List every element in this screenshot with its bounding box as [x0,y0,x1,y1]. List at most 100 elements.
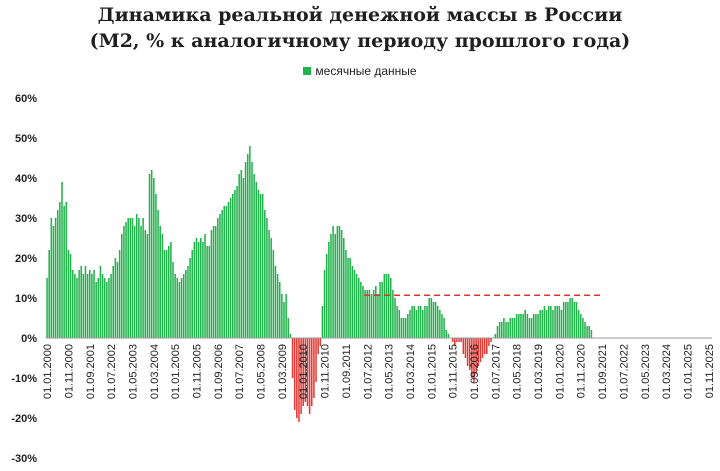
bar [577,310,580,338]
bar [389,278,392,338]
bar [535,314,537,338]
bar [223,206,226,338]
legend-swatch [303,67,312,75]
bar [462,338,465,354]
bar [189,258,191,338]
bar [50,218,53,338]
bar [253,174,255,338]
x-tick-label: 01.05.2018 [512,344,524,399]
x-tick-label: 01.03.2019 [533,344,545,399]
bar [368,290,371,338]
bar [150,170,153,338]
chart-subtitle: (M2, % к аналогичному периоду прошлого г… [89,30,631,52]
bar [411,306,413,338]
x-tick-label: 01.01.2025 [682,344,694,399]
x-tick-label: 01.07.2022 [618,344,630,399]
x-tick-label: 01.03.2024 [661,344,673,399]
bar [586,326,588,338]
bar [381,282,383,338]
bar [560,310,563,338]
x-tick-label: 01.09.2006 [213,344,225,399]
bar [155,194,157,338]
x-tick-label: 01.07.2012 [362,344,374,399]
bar [360,282,362,338]
bar [289,334,292,338]
x-tick-label: 01.05.2013 [384,344,396,399]
bar [131,218,134,338]
bar [526,314,529,338]
bar [197,242,200,338]
bar [417,306,420,338]
bar [238,174,240,338]
bar [494,334,497,338]
bar [400,318,403,338]
bar [366,290,369,338]
bar [481,338,484,358]
bar [439,310,441,338]
bar [172,262,174,338]
x-tick-label: 01.01.2005 [170,344,182,399]
bar [161,234,164,338]
x-tick-label: 01.03.2009 [277,344,289,399]
bar [180,278,183,338]
bar [133,226,136,338]
x-tick-label: 01.11.2000 [63,344,75,398]
bar [193,242,196,338]
y-tick-label: 30% [15,213,37,225]
bar [507,322,509,338]
bar [565,302,567,338]
bar [447,334,450,338]
bar [409,310,411,338]
bar [509,318,512,338]
chart-title: Динамика реальной денежной массы в Росси… [97,4,623,26]
bar [505,322,507,338]
bar [278,282,281,338]
bar [71,270,74,338]
bar [266,218,268,338]
bar [543,306,546,338]
bar [340,230,343,338]
bar [272,250,275,338]
bar [110,274,112,338]
bar [229,198,232,338]
bar [165,250,168,338]
bar [464,338,467,358]
bar [588,326,591,338]
bar [539,310,541,338]
bar [323,270,326,338]
bar [513,318,516,338]
bar [396,306,398,338]
bar [112,266,115,338]
bar [377,294,379,338]
bar [212,226,215,338]
x-tick-label: 01.09.2011 [341,344,353,398]
bar [325,254,328,338]
bar [63,206,65,338]
bar [402,318,405,338]
bar [167,246,170,338]
bar [522,314,524,338]
bar [287,318,290,338]
bar [308,338,311,414]
bar [191,250,193,338]
bar [584,322,586,338]
bar [69,254,72,338]
bar [54,218,57,338]
bar [310,338,313,406]
bar [558,306,561,338]
bar [195,238,198,338]
bar [217,218,219,338]
bar [328,242,330,338]
bar [562,302,565,338]
x-tick-label: 01.11.2025 [704,344,716,398]
bar [571,298,573,338]
bar [407,314,409,338]
bar [573,302,576,338]
bar [477,338,480,366]
x-tick-label: 01.01.2000 [42,344,54,399]
bar [456,338,458,342]
bar [270,238,272,338]
bar [353,270,356,338]
bar [364,290,366,338]
bar [385,274,388,338]
